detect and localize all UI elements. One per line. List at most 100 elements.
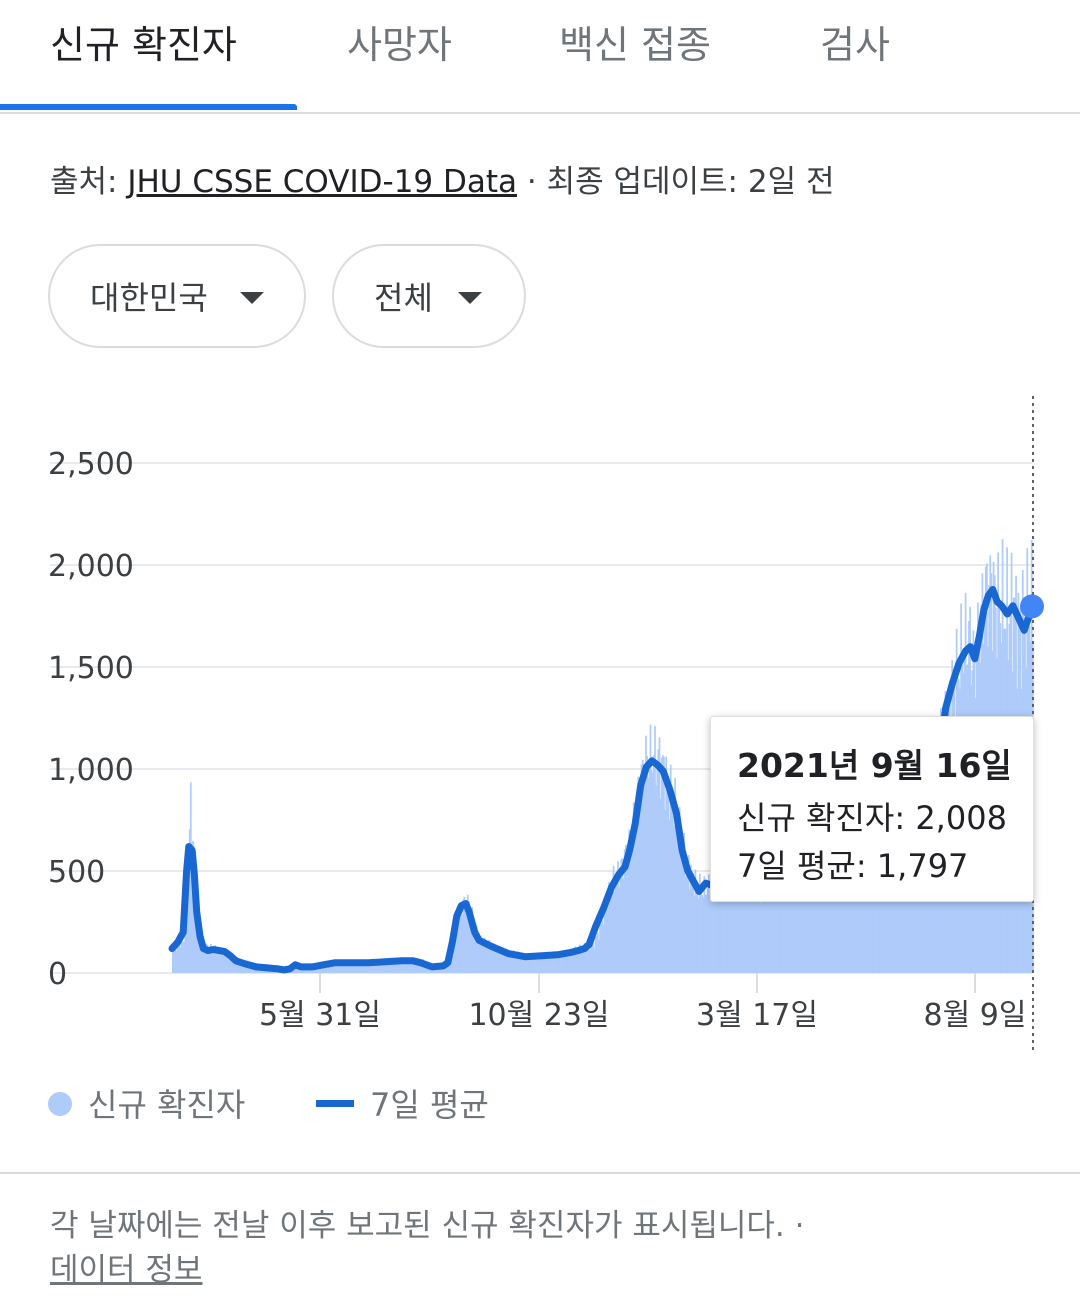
x-tick-label: 8월 9일 xyxy=(924,998,1027,1033)
cases-bar xyxy=(694,869,697,973)
cases-bar xyxy=(683,832,686,973)
cases-bar xyxy=(730,899,733,973)
cases-bar xyxy=(825,895,828,973)
source-link[interactable]: JHU CSSE COVID-19 Data xyxy=(127,164,518,200)
region-dropdown[interactable]: 대한민국 xyxy=(48,244,306,348)
cases-bar xyxy=(230,954,233,973)
cases-bar xyxy=(519,955,522,973)
range-dropdown[interactable]: 전체 xyxy=(332,244,526,348)
cases-bar xyxy=(649,724,652,973)
cases-bar xyxy=(413,958,415,973)
cases-bar xyxy=(612,865,615,973)
cases-bar xyxy=(530,955,533,973)
cases-bar xyxy=(235,956,238,973)
cases-bar xyxy=(387,961,390,973)
legend-cases-swatch xyxy=(48,1092,72,1116)
cases-bar xyxy=(626,853,628,973)
cases-bar xyxy=(224,953,227,973)
cases-bar xyxy=(832,875,835,973)
cases-bar xyxy=(363,961,366,973)
cases-bar xyxy=(415,961,418,973)
tab-vaccination[interactable]: 백신 접종 xyxy=(559,23,711,67)
cases-bar xyxy=(404,958,406,973)
cases-bar xyxy=(850,893,853,973)
cases-bar xyxy=(848,873,850,973)
cases-bar xyxy=(584,950,587,973)
cases-bar xyxy=(899,870,902,973)
cases-bar xyxy=(320,965,322,973)
cases-bar xyxy=(835,860,838,973)
cases-bar xyxy=(447,961,450,973)
cases-bar xyxy=(233,957,236,973)
cases-bar xyxy=(797,887,800,973)
tab-tests[interactable]: 검사 xyxy=(820,23,890,67)
data-info-link[interactable]: 데이터 정보 xyxy=(50,1252,203,1288)
cases-bar xyxy=(494,947,497,973)
cases-bar xyxy=(622,878,625,973)
cases-bar xyxy=(740,873,743,973)
cases-bar xyxy=(232,958,235,973)
cases-bar xyxy=(858,872,860,973)
cases-bar xyxy=(678,807,681,973)
cases-bar xyxy=(688,889,691,973)
cases-bar xyxy=(794,870,797,973)
cases-bar xyxy=(545,955,548,973)
cases-bar xyxy=(733,887,736,973)
cases-bar xyxy=(839,885,841,973)
cases-bar xyxy=(706,887,709,973)
cases-bar xyxy=(906,847,909,973)
cases-bar xyxy=(885,860,887,973)
tab-deaths[interactable]: 사망자 xyxy=(347,23,452,67)
cases-bar xyxy=(806,874,809,973)
cases-bar xyxy=(748,888,751,973)
y-tick-label: 2,000 xyxy=(48,549,134,584)
cases-bar xyxy=(790,879,793,973)
cases-bar xyxy=(339,962,341,973)
cases-bar xyxy=(675,826,678,973)
cases-bar xyxy=(866,877,868,973)
cases-bar xyxy=(862,876,865,973)
tooltip-avg: 7일 평균: 1,797 xyxy=(737,847,969,885)
cases-bar xyxy=(462,899,465,973)
cases-bar xyxy=(712,875,715,973)
cases-bar xyxy=(619,867,622,973)
footer-divider xyxy=(0,1172,1080,1174)
active-tab-indicator xyxy=(0,104,297,110)
cases-bar xyxy=(550,954,553,973)
hover-point xyxy=(1020,594,1044,619)
cases-bar xyxy=(718,892,720,973)
cases-bar xyxy=(505,951,507,973)
cases-bar xyxy=(598,939,600,973)
cases-bar xyxy=(844,858,847,973)
cases-bar xyxy=(927,845,930,973)
cases-bar xyxy=(594,936,597,973)
cases-bar xyxy=(324,964,327,973)
cases-bar xyxy=(618,887,620,973)
cases-bar xyxy=(521,952,524,973)
cases-bar xyxy=(205,943,208,973)
cases-bar xyxy=(750,899,753,973)
cases-bar xyxy=(781,881,784,973)
cases-bar xyxy=(407,962,410,973)
cases-bar xyxy=(472,917,475,973)
cases-bar xyxy=(741,888,744,973)
cases-bar xyxy=(557,953,560,973)
cases-bar xyxy=(225,953,228,973)
cases-bar xyxy=(743,893,746,973)
cases-bar xyxy=(650,770,653,973)
x-tick-label: 3월 17일 xyxy=(696,998,818,1033)
tab-new-cases[interactable]: 신규 확진자 xyxy=(50,23,237,67)
cases-bar xyxy=(774,868,776,973)
cases-bar xyxy=(735,878,738,973)
cases-bar xyxy=(855,863,858,973)
y-tick-label: 500 xyxy=(48,855,105,890)
cases-bar xyxy=(364,962,367,973)
cases-bar xyxy=(383,959,386,973)
cases-bar xyxy=(753,875,756,973)
cases-bar xyxy=(220,951,222,973)
cases-bar xyxy=(573,953,576,973)
cases-bar xyxy=(644,784,646,973)
cases-bar xyxy=(654,726,656,973)
cases-bar xyxy=(876,872,878,973)
cases-bar xyxy=(879,885,882,973)
